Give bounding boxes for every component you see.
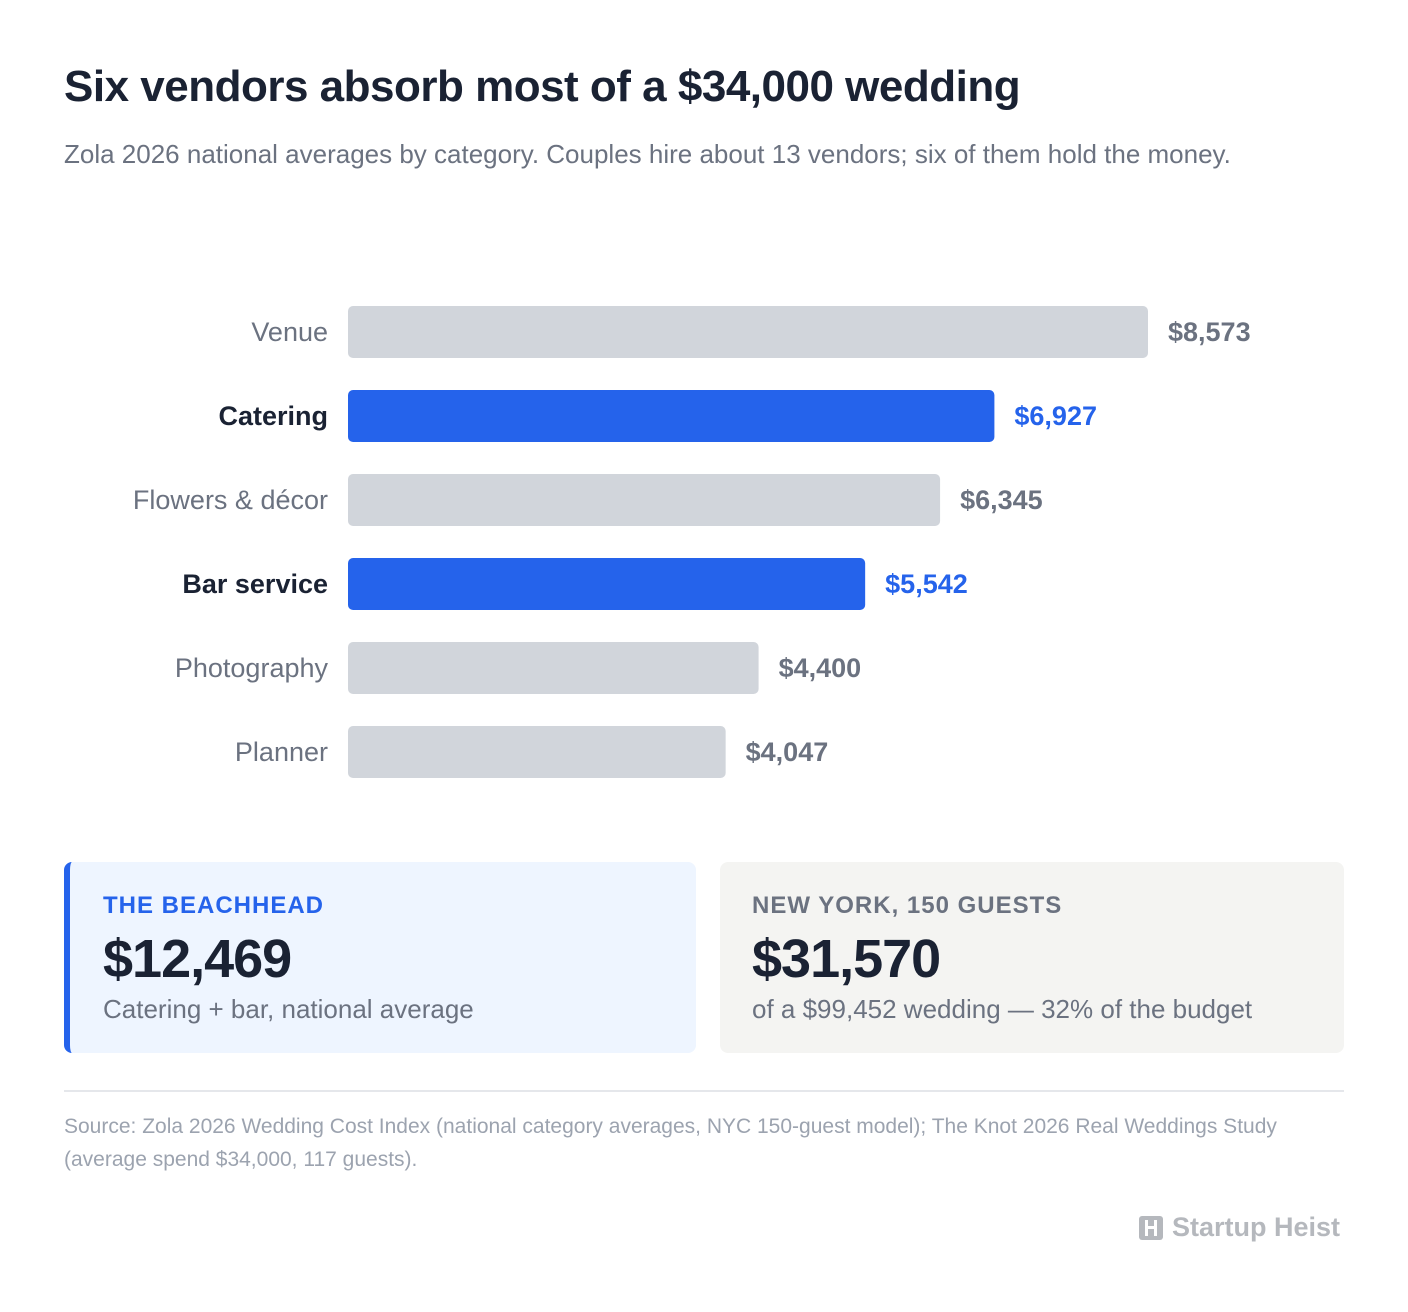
new-york-card: NEW YORK, 150 GUESTS $31,570 of a $99,45… (720, 862, 1344, 1053)
value-label-flowers-d-cor: $6,345 (960, 485, 1043, 515)
value-label-planner: $4,047 (746, 737, 829, 767)
brand-logo: Startup Heist (1138, 1212, 1340, 1243)
chart-subtitle: Zola 2026 national averages by category.… (64, 139, 1231, 169)
category-label-bar-service: Bar service (182, 569, 328, 599)
new-york-note: of a $99,452 wedding — 32% of the budget (752, 994, 1253, 1024)
bar-planner (348, 726, 726, 778)
value-label-photography: $4,400 (779, 653, 862, 683)
bar-flowers-d-cor (348, 474, 941, 526)
vendor-cost-bar-chart: Venue $8,573 Catering $6,927 Flowers & décor… (133, 306, 1251, 778)
value-label-venue: $8,573 (1168, 317, 1251, 347)
bar-venue (348, 306, 1148, 358)
bar-photography (348, 642, 759, 694)
chart-title: Six vendors absorb most of a $34,000 wed… (64, 62, 1021, 111)
source-note: Source: Zola 2026 Wedding Cost Index (na… (64, 1115, 1277, 1171)
value-label-catering: $6,927 (1014, 401, 1097, 431)
beachhead-card: THE BEACHHEAD $12,469 Catering + bar, na… (64, 862, 696, 1053)
new-york-value: $31,570 (752, 929, 941, 989)
new-york-kicker: NEW YORK, 150 GUESTS (752, 892, 1063, 919)
footer-divider (64, 1090, 1344, 1092)
value-label-bar-service: $5,542 (885, 569, 968, 599)
category-label-venue: Venue (251, 317, 328, 347)
category-label-flowers-d-cor: Flowers & décor (133, 485, 328, 515)
bar-bar-service (348, 558, 866, 610)
brand-name: Startup Heist (1171, 1212, 1340, 1242)
building-h-icon (1138, 1215, 1163, 1240)
beachhead-kicker: THE BEACHHEAD (103, 892, 325, 919)
category-label-catering: Catering (218, 401, 328, 431)
beachhead-value: $12,469 (103, 929, 292, 989)
category-label-planner: Planner (235, 737, 328, 767)
bar-catering (348, 390, 995, 442)
beachhead-note: Catering + bar, national average (103, 994, 474, 1024)
category-label-photography: Photography (175, 653, 329, 683)
